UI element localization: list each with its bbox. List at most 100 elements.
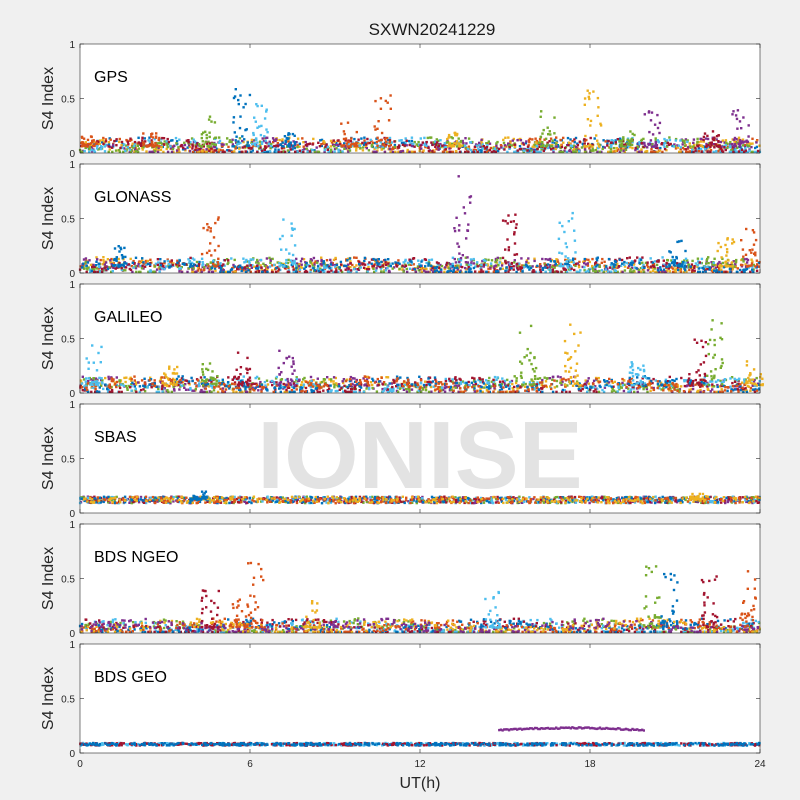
- data-point: [648, 141, 652, 145]
- data-point: [429, 267, 432, 270]
- spike-point: [242, 106, 245, 109]
- data-point: [110, 385, 113, 389]
- data-point: [676, 146, 679, 149]
- spike-point: [742, 116, 745, 119]
- data-point: [332, 258, 336, 262]
- data-point: [204, 150, 208, 154]
- data-point: [326, 270, 329, 274]
- data-point: [548, 377, 551, 380]
- data-point: [643, 266, 646, 269]
- data-point: [90, 148, 93, 152]
- spike-point: [113, 258, 116, 261]
- data-point: [374, 260, 377, 263]
- data-point: [713, 257, 716, 260]
- data-point: [102, 269, 105, 272]
- data-point: [337, 148, 340, 151]
- data-point: [641, 266, 644, 269]
- data-point: [257, 389, 260, 392]
- data-point: [90, 269, 93, 273]
- spike-point: [656, 113, 659, 117]
- data-point: [679, 267, 683, 270]
- data-point: [300, 266, 304, 269]
- spike-point: [245, 128, 248, 131]
- data-point: [451, 262, 454, 266]
- data-point: [307, 142, 310, 146]
- spike-point: [515, 223, 518, 226]
- data-point: [270, 143, 273, 146]
- data-point: [649, 257, 652, 260]
- data-point: [396, 386, 400, 390]
- data-point: [670, 266, 673, 269]
- data-point: [309, 270, 312, 274]
- data-point: [693, 266, 696, 269]
- data-point: [223, 390, 227, 394]
- spike-point: [754, 238, 758, 242]
- data-point: [144, 259, 148, 263]
- data-point: [349, 260, 352, 263]
- data-point: [671, 267, 675, 270]
- spike-point: [204, 130, 207, 133]
- spike-point: [720, 265, 724, 268]
- spike-point: [742, 255, 745, 258]
- data-point: [645, 386, 648, 389]
- data-point: [187, 267, 190, 270]
- data-point: [738, 141, 741, 144]
- spike-point: [82, 143, 85, 146]
- data-point: [340, 270, 344, 274]
- data-point: [702, 140, 705, 143]
- data-point: [660, 388, 663, 391]
- spike-point: [455, 216, 458, 219]
- data-point: [228, 139, 232, 142]
- data-point: [614, 142, 618, 146]
- spike-point: [682, 260, 685, 264]
- data-point: [573, 263, 576, 267]
- data-point: [81, 266, 84, 269]
- data-point: [737, 136, 741, 139]
- spike-point: [731, 242, 734, 245]
- data-point: [419, 381, 423, 384]
- data-point: [609, 264, 613, 267]
- data-point: [567, 260, 570, 263]
- spike-point: [142, 132, 145, 135]
- data-point: [614, 141, 617, 144]
- data-point: [85, 381, 88, 385]
- data-point: [331, 263, 334, 267]
- spike-point: [200, 133, 204, 136]
- data-point: [416, 390, 419, 394]
- data-point: [357, 142, 360, 145]
- data-point: [302, 258, 306, 261]
- data-point: [174, 136, 178, 140]
- data-point: [355, 256, 358, 259]
- data-point: [157, 261, 160, 264]
- data-point: [659, 266, 662, 269]
- data-point: [422, 149, 425, 152]
- data-point: [95, 264, 98, 267]
- data-point: [388, 139, 392, 142]
- data-point: [183, 141, 186, 144]
- spike-point: [260, 142, 264, 145]
- data-point: [541, 257, 544, 261]
- data-point: [281, 385, 285, 389]
- data-point: [386, 266, 389, 270]
- data-point: [109, 259, 112, 262]
- data-point: [539, 150, 542, 153]
- data-point: [544, 258, 547, 261]
- data-point: [404, 258, 407, 262]
- data-point: [569, 146, 573, 150]
- data-point: [405, 390, 409, 393]
- data-point: [446, 270, 449, 274]
- data-point: [240, 390, 243, 394]
- data-point: [386, 376, 390, 379]
- data-point: [691, 270, 694, 273]
- data-point: [212, 145, 215, 148]
- data-point: [222, 268, 225, 272]
- data-point: [374, 269, 378, 272]
- data-point: [268, 140, 271, 143]
- data-point: [193, 140, 197, 143]
- data-point: [746, 385, 749, 388]
- data-point: [638, 259, 641, 262]
- data-point: [654, 137, 657, 140]
- data-point: [397, 144, 401, 147]
- data-point: [300, 263, 303, 266]
- data-point: [750, 150, 753, 154]
